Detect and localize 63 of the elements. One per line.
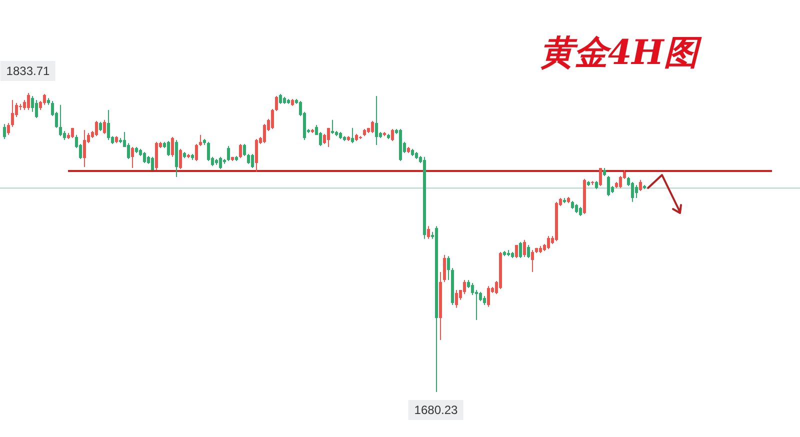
candlestick [255,138,258,172]
candlestick [11,100,14,128]
candlestick [631,182,634,202]
candlestick [179,148,182,170]
candlestick [127,142,130,160]
candlestick [167,140,170,156]
candlestick [635,184,638,199]
candlestick [35,100,38,118]
candlestick [471,282,474,296]
candlestick [607,176,610,197]
candlestick [239,144,242,159]
candlestick [99,121,102,132]
candlestick [599,168,602,186]
candlestick [207,141,210,162]
candlestick [7,122,10,136]
candlestick [279,93,282,104]
candlestick [143,152,146,164]
candlestick [463,280,466,295]
candlestick [27,92,30,110]
candlestick [263,123,266,144]
candlestick [3,123,6,140]
candlestick [151,156,154,170]
candlestick [447,256,450,281]
candlestick [427,226,430,240]
candlestick [479,291,482,302]
candlestick [455,289,458,308]
candlestick [83,130,86,168]
candlestick [243,144,246,156]
candlestick [475,289,478,320]
candlestick [195,144,198,162]
candlestick [59,104,62,137]
candlestick [331,119,334,134]
candlestick [43,93,46,106]
candlestick [523,239,526,258]
candlestick [103,119,106,134]
candlestick [351,127,354,144]
candlestick [547,236,550,250]
candlestick [527,244,530,259]
annotation: 1833.71 [0,61,56,81]
candlestick [219,156,222,170]
candlestick [371,120,374,134]
candlestick [199,134,202,147]
candlestick [515,244,518,259]
annotation: 1680.23 [408,400,464,420]
candlestick [487,286,490,308]
candlestick [275,95,278,112]
candlestick [531,250,534,273]
candlestick [131,146,134,169]
candlestick [639,179,642,192]
candlestick [327,127,330,148]
candlestick [271,108,274,130]
candlestick [519,242,522,259]
candlestick [251,153,254,169]
candlestick [107,109,110,140]
candlestick [247,153,250,164]
candlestick [171,136,174,158]
candlestick [375,95,378,146]
candlestick [619,176,622,189]
candlestick [227,146,230,162]
candlestick [391,128,394,142]
candlestick [443,254,446,282]
candlestick [95,120,98,137]
candlestick [319,131,322,147]
